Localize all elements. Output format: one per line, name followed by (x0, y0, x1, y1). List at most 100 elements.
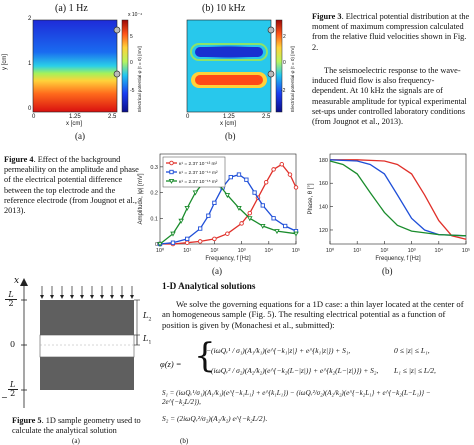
y-tick-label: 0 (155, 242, 158, 248)
fig3-sub-a: (a) (75, 131, 85, 141)
electrode-marker-top-b (267, 26, 275, 34)
fig3b-heatmap (186, 19, 272, 113)
fig3a-ylabel: y [cm] (2, 54, 8, 70)
electrode-marker-bottom-b (267, 70, 275, 78)
data-point (247, 210, 253, 216)
data-point (244, 177, 249, 182)
fig4-caption-text: . Effect of the background permeability … (4, 155, 139, 216)
y-tick-label: 160 (319, 181, 328, 187)
fig5-label-L-over-2: L 2 (5, 291, 17, 308)
legend-marker (169, 169, 174, 175)
fig3-sub-b: (b) (225, 131, 236, 141)
data-point (228, 174, 233, 180)
fig5-negL-num: L (7, 381, 18, 390)
data-point (287, 172, 293, 177)
fig3-panel-a-plot (32, 19, 129, 113)
fig5-negL-den: 2 (10, 389, 16, 398)
equation-case-2-cond: L₁ ≤ |z| ≤ L/2, (394, 366, 436, 375)
legend-marker (168, 178, 175, 184)
equation-case-1-cond: 0 ≤ |z| ≤ L₁, (394, 346, 430, 355)
series-line-1 (330, 159, 467, 240)
fig3-caption: Figure 3. Electrical potential distribut… (312, 12, 470, 53)
fig3b-xlabel: x [cm] (220, 121, 236, 127)
fig4-sub-b: (b) (382, 266, 393, 276)
x-tick-label: 10² (210, 248, 218, 254)
equation-lhs: φ(z) = (160, 359, 182, 369)
data-point (260, 223, 266, 229)
x-tick-label: 10⁰ (156, 247, 165, 254)
fig3a-cbar-tick-0: 0 (130, 60, 133, 66)
data-point (206, 213, 211, 218)
fig3a-ytick-0: 0 (28, 106, 32, 112)
legend-marker (169, 160, 174, 166)
fig3a-xlabel: x [cm] (66, 121, 82, 127)
fig3b-xtick-2: 2.5 (262, 114, 271, 120)
fig3a-cbar-exp: x 10⁻⁴ (128, 12, 143, 18)
x-tick-label: 10⁴ (265, 247, 274, 254)
x-axis-label: Frequency, f [Hz] (205, 256, 251, 262)
data-point (170, 231, 176, 237)
data-point (212, 236, 217, 242)
x-tick-label: 10³ (408, 248, 416, 254)
y-tick-label: 140 (319, 205, 328, 211)
data-point (197, 239, 203, 244)
equation-case-1: −(iωQᵥ¹ / σ₁)(A₁/k₁)(e^{−k₁|z|} + e^{k₁|… (206, 346, 351, 355)
fig4-caption-title: Figure 4 (4, 155, 34, 164)
fig5-sub-b: (b) (180, 437, 189, 445)
y-tick-label: 120 (319, 228, 328, 234)
data-point (178, 218, 184, 224)
fig3b-xtick-1: 1.25 (223, 114, 235, 120)
data-point (293, 231, 299, 237)
data-point (225, 231, 230, 236)
equation-case-2: −(iωQᵥ² / σ₂)(A₂/k₂)(e^{−k₂(L−|z|)} + e^… (206, 366, 379, 375)
fig5-geometry (20, 278, 140, 408)
fig5-label-zero: 0 (10, 340, 16, 349)
electrode-marker-top (113, 26, 121, 34)
fig5-L1-letter: L (143, 334, 149, 343)
fig3a-cbar-label: Electrical potential φ (t = 0) [mV] (137, 46, 142, 112)
x-axis-label: Frequency, f [Hz] (375, 256, 421, 262)
fig5-L2-letter: L (143, 311, 149, 320)
fig5-caption-title: Figure 5 (12, 416, 42, 425)
data-point (224, 193, 231, 199)
fig3b-xtick-0: 0 (186, 114, 190, 120)
fig3a-ytick-2: 2 (28, 16, 32, 22)
fig3a-cbar-tick-m5: -5 (130, 88, 135, 94)
data-point (185, 236, 190, 242)
x-tick-label: 10² (380, 248, 388, 254)
equation-s1: S₁ = (iωQᵥ¹/σ₁)(A₁/k₁)(e^{−k₁L₁} + e^{k₁… (162, 389, 431, 406)
electrode-marker-bottom (113, 70, 121, 78)
data-point (263, 180, 269, 185)
equation-s2: S₂ = (2iωQᵥ²/σ₂)(A₂/k₂) e^{−k₂L/2}. (162, 414, 268, 423)
equation-brace: { (194, 336, 216, 376)
y-tick-label: 0.1 (150, 216, 158, 222)
data-point (192, 190, 199, 196)
legend-label: κ¹ = 2.37 10⁻¹⁵ m² (179, 179, 218, 185)
data-point (198, 226, 203, 231)
data-point (283, 223, 288, 229)
data-point (274, 229, 280, 235)
lower-background-layer (40, 357, 134, 390)
legend-label: κ¹ = 2.37 10⁻¹⁴ m² (179, 170, 218, 176)
fig3b-cbar-tick-m2: -2 (281, 88, 286, 94)
fig3b-cbar-tick-0: 0 (283, 60, 286, 66)
fig3-caption-title: Figure 3 (312, 12, 342, 21)
fig3a-heatmap (32, 19, 118, 113)
fig3-panel-b-plot (186, 19, 283, 113)
data-point (236, 205, 242, 211)
section-heading: 1-D Analytical solutions (162, 281, 256, 291)
fig3b-cbar-tick-2: 2 (283, 34, 286, 40)
data-point (239, 221, 244, 226)
fig3a-cbar-tick-5: 5 (130, 34, 133, 40)
fig4-phase-chart: 10⁰ 10¹ 10² 10³ 10⁴ 10⁵ 120 140 160 180 Frequency,… (308, 153, 470, 262)
fig5-sub-a: (a) (72, 437, 80, 445)
analytical-paragraph: We solve the governing equations for a 1… (162, 299, 464, 330)
fig3a-ytick-1: 1 (28, 61, 32, 67)
fig3-panel-b-title: (b) 10 kHz (202, 3, 246, 14)
data-point (247, 216, 253, 222)
fig5-x-axis-label: x (14, 276, 20, 286)
fig5-L2-sub: 2 (148, 316, 152, 323)
fig4-amplitude-chart: 10⁰ 10¹ 10² 10³ 10⁴ 10⁵ 0 0.1 0.2 0.3 Frequency, f… (138, 153, 300, 262)
fig4-sub-a: (a) (212, 266, 222, 276)
fig3a-xtick-1: 1.25 (69, 114, 81, 120)
